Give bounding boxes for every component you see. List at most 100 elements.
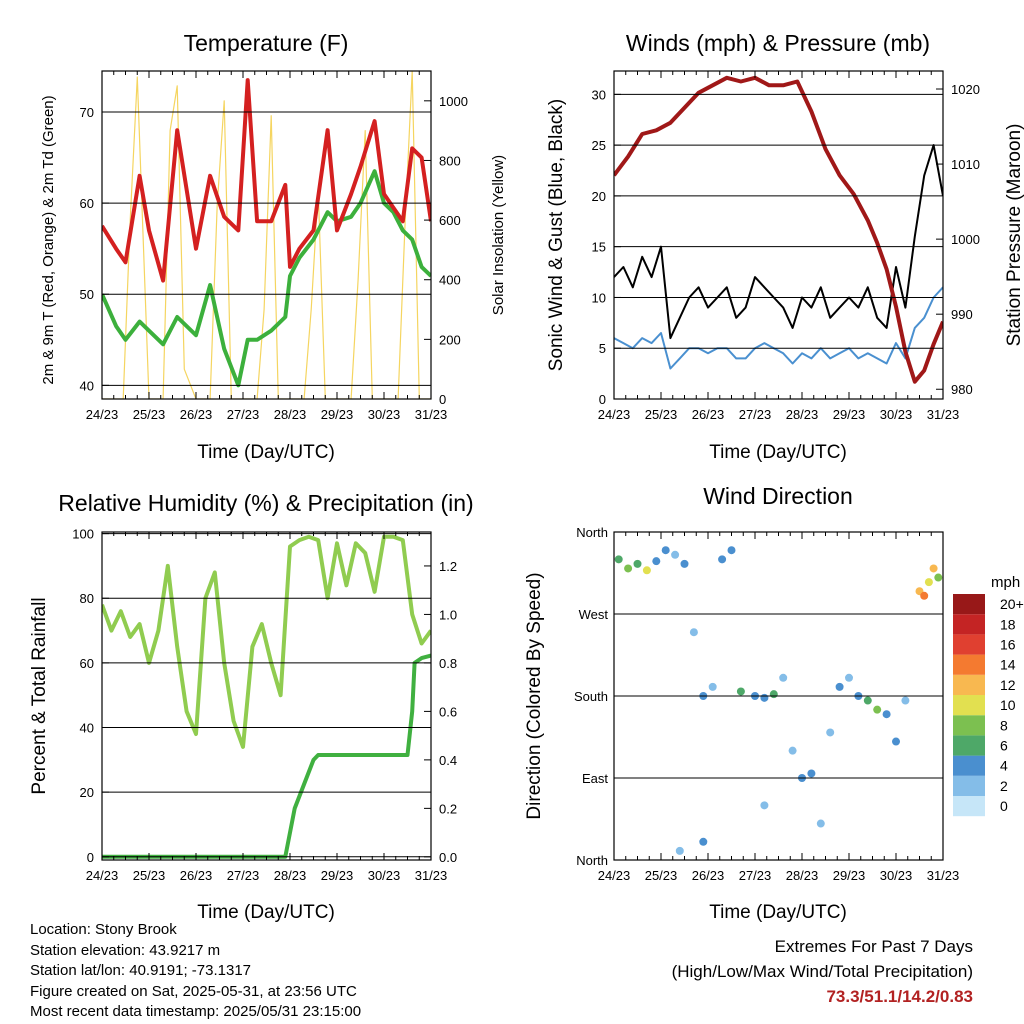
y-tick-label: North — [576, 525, 608, 540]
humidity-title: Relative Humidity (%) & Precipitation (i… — [58, 490, 473, 516]
x-tick-label: 24/23 — [86, 407, 119, 422]
y-right-tick-label: 1010 — [951, 157, 980, 172]
y-right-tick-label: 0.6 — [439, 704, 457, 719]
direction-point — [788, 746, 797, 755]
winds-series-layer — [614, 75, 943, 384]
panel-temperature: Temperature (F) 24/23 25/23 26/23 27/23 28/2… — [40, 30, 507, 463]
x-tick-label: 25/23 — [645, 868, 678, 883]
y-tick-label: 5 — [599, 341, 606, 356]
extremes-subheading: (High/Low/Max Wind/Total Precipitation) — [671, 962, 973, 981]
wind-direction-series-layer — [614, 546, 943, 855]
temperature-ylabel-right: Solar Insolation (Yellow) — [490, 155, 507, 315]
y-right-tick-label: 1000 — [951, 232, 980, 247]
direction-point — [661, 546, 670, 555]
legend-swatch — [953, 796, 985, 817]
temperature-series-layer — [102, 71, 431, 399]
direction-point — [807, 769, 816, 778]
extremes-values: 73.3/51.1/14.2/0.83 — [826, 987, 973, 1006]
y-tick-label: 60 — [80, 656, 94, 671]
legend-swatch — [953, 654, 985, 675]
winds-xlabel: Time (Day/UTC) — [709, 442, 847, 463]
series-pressure — [614, 75, 943, 384]
x-tick-label: 30/23 — [880, 868, 913, 883]
panel-wind-direction: Wind Direction 24/23 25/23 26/23 27/23 28/23… — [524, 483, 1024, 923]
direction-point — [835, 682, 844, 691]
direction-point — [779, 673, 788, 682]
y-tick-label: 0 — [599, 392, 606, 407]
direction-point — [769, 690, 778, 699]
y-tick-label: 100 — [72, 527, 94, 542]
direction-point — [652, 557, 661, 566]
series-2m-td — [102, 169, 431, 388]
y-tick-label: 20 — [80, 785, 94, 800]
direction-point — [920, 591, 929, 600]
legend-label: 18 — [1000, 616, 1016, 632]
x-tick-label: 24/23 — [86, 868, 119, 883]
legend-swatch — [953, 775, 985, 796]
legend-label: 0 — [1000, 798, 1008, 814]
x-tick-label: 24/23 — [598, 407, 631, 422]
created-text: Figure created on Sat, 2025-05-31, at 23… — [30, 982, 357, 1000]
y-tick-label: 30 — [592, 87, 606, 102]
panel-winds: Winds (mph) & Pressure (mb) 24/23 25/23 26… — [546, 30, 1024, 463]
y-tick-label: 60 — [80, 196, 94, 211]
panel-humidity: Relative Humidity (%) & Precipitation (i… — [29, 490, 474, 923]
x-tick-label: 28/23 — [786, 868, 819, 883]
legend-swatch — [953, 614, 985, 635]
direction-point — [929, 564, 938, 573]
y-right-tick-label: 0 — [439, 392, 446, 407]
y-right-tick-label: 200 — [439, 332, 461, 347]
direction-point — [624, 564, 633, 573]
direction-point — [642, 566, 651, 575]
y-right-tick-label: 1.0 — [439, 607, 457, 622]
direction-point — [863, 696, 872, 705]
series-wind — [614, 286, 943, 370]
humidity-ylabel-left: Percent & Total Rainfall — [29, 597, 50, 794]
direction-point — [689, 628, 698, 637]
direction-point — [760, 801, 769, 810]
y-right-tick-label: 1020 — [951, 82, 980, 97]
x-tick-label: 31/23 — [415, 407, 448, 422]
legend-swatch — [953, 634, 985, 655]
x-tick-label: 26/23 — [692, 868, 725, 883]
wind-direction-title: Wind Direction — [703, 483, 853, 509]
temperature-xlabel: Time (Day/UTC) — [197, 442, 335, 463]
series-group — [102, 534, 431, 859]
y-tick-label: 40 — [80, 378, 94, 393]
direction-point — [671, 550, 680, 559]
plot-frame — [101, 531, 432, 861]
x-tick-label: 24/23 — [598, 868, 631, 883]
y-right-tick-label: 400 — [439, 273, 461, 288]
y-right-tick-label: 0.8 — [439, 656, 457, 671]
direction-point — [675, 846, 684, 855]
y-right-tick-label: 800 — [439, 153, 461, 168]
direction-point — [882, 710, 891, 719]
legend-label: 14 — [1000, 657, 1016, 673]
winds-ylabel-right: Station Pressure (Maroon) — [1004, 124, 1024, 347]
direction-point — [760, 693, 769, 702]
x-tick-label: 26/23 — [180, 868, 213, 883]
direction-point — [708, 682, 717, 691]
x-tick-label: 26/23 — [180, 407, 213, 422]
legend-label: 4 — [1000, 758, 1008, 774]
direction-point — [924, 578, 933, 587]
series-2m-t — [102, 78, 431, 283]
legend-label: 6 — [1000, 738, 1008, 754]
recent-data-text: Most recent data timestamp: 2025/05/31 2… — [30, 1003, 362, 1020]
temperature-title: Temperature (F) — [184, 30, 349, 56]
legend-label: 12 — [1000, 677, 1016, 693]
direction-point — [934, 573, 943, 582]
series-precipitation — [102, 653, 431, 859]
winds-axes: 24/23 25/23 26/23 27/23 28/23 29/23 30/23 31/23… — [592, 70, 980, 422]
station-info: Location: Stony Brook Station elevation:… — [30, 920, 361, 1023]
temperature-ylabel-left: 2m & 9m T (Red, Orange) & 2m Td (Green) — [40, 95, 57, 384]
direction-point — [816, 819, 825, 828]
legend-swatch — [953, 674, 985, 695]
y-tick-label: 25 — [592, 138, 606, 153]
wind-direction-axes: 24/23 25/23 26/23 27/23 28/23 29/23 30/23 31/23… — [574, 525, 959, 883]
y-tick-label: East — [582, 771, 608, 786]
direction-point — [699, 837, 708, 846]
y-tick-label: 0 — [87, 850, 94, 865]
legend-label: 20+ — [1000, 596, 1024, 612]
direction-point — [736, 687, 745, 696]
